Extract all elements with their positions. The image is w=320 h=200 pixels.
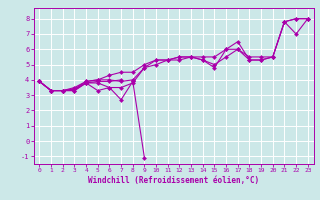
X-axis label: Windchill (Refroidissement éolien,°C): Windchill (Refroidissement éolien,°C) <box>88 176 259 185</box>
